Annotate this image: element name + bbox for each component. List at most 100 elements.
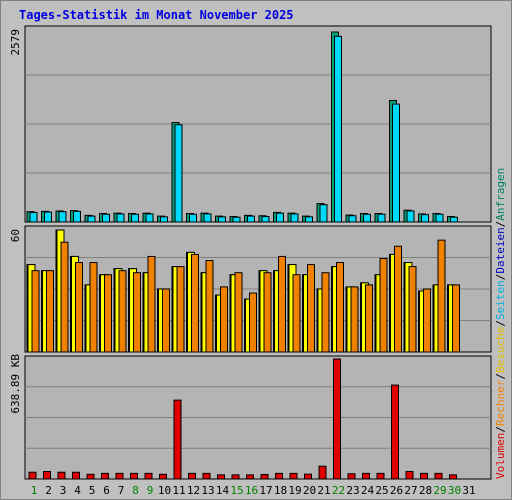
legend-item: Volumen [494, 433, 507, 479]
bar-rechner-12 [191, 253, 199, 353]
bar-rechner-30 [452, 284, 460, 353]
bar-dateien-16 [247, 215, 255, 223]
bar-dateien-3 [58, 211, 67, 223]
bar-rechner-5 [89, 262, 98, 353]
day-label-6: 6 [103, 484, 110, 497]
bar-volumen-4 [72, 471, 80, 480]
bar-rechner-13 [205, 260, 214, 353]
bar-volumen-26 [391, 384, 399, 480]
bar-volumen-9 [144, 472, 153, 480]
day-label-2: 2 [45, 484, 52, 497]
bar-dateien-28 [421, 214, 429, 223]
bar-volumen-12 [188, 472, 196, 480]
chart-title: Tages-Statistik im Monat November 2025 [19, 8, 294, 22]
bar-volumen-20 [304, 473, 312, 480]
bar-dateien-22 [334, 35, 342, 223]
bar-rechner-1 [31, 270, 40, 353]
bar-rechner-25 [379, 257, 388, 353]
day-label-30: 30 [448, 484, 461, 497]
bar-rechner-19 [292, 274, 301, 353]
day-label-11: 11 [172, 484, 185, 497]
bar-rechner-22 [336, 262, 344, 353]
bar-volumen-29 [434, 472, 443, 480]
day-label-4: 4 [74, 484, 81, 497]
bar-dateien-30 [450, 216, 458, 223]
bar-volumen-24 [362, 472, 370, 480]
bar-volumen-10 [159, 473, 167, 480]
bar-rechner-17 [263, 272, 272, 353]
day-label-16: 16 [245, 484, 258, 497]
day-label-22: 22 [332, 484, 345, 497]
bar-volumen-3 [57, 471, 66, 480]
legend-item: Anfragen [494, 168, 507, 221]
bar-volumen-25 [376, 472, 385, 480]
bar-rechner-10 [162, 288, 170, 353]
day-label-24: 24 [361, 484, 375, 497]
bar-volumen-13 [202, 472, 211, 480]
bar-rechner-2 [46, 270, 54, 353]
bar-rechner-15 [234, 272, 243, 353]
day-label-26: 26 [390, 484, 403, 497]
day-label-10: 10 [158, 484, 171, 497]
day-label-28: 28 [419, 484, 432, 497]
bar-dateien-25 [377, 213, 386, 223]
day-label-21: 21 [317, 484, 330, 497]
bar-volumen-17 [260, 473, 269, 480]
bar-rechner-26 [394, 245, 402, 353]
bar-volumen-27 [405, 470, 414, 480]
day-label-5: 5 [89, 484, 96, 497]
bar-dateien-12 [189, 213, 197, 223]
day-label-8: 8 [132, 484, 139, 497]
bar-volumen-7 [115, 472, 124, 480]
bar-volumen-14 [217, 474, 225, 480]
day-label-9: 9 [147, 484, 154, 497]
bar-dateien-14 [218, 216, 226, 223]
legend-item: / [494, 320, 507, 327]
bar-volumen-22 [333, 358, 341, 480]
day-label-17: 17 [259, 484, 272, 497]
bar-volumen-2 [43, 470, 51, 480]
bar-volumen-18 [275, 472, 283, 480]
day-label-18: 18 [274, 484, 287, 497]
bar-rechner-28 [423, 288, 431, 353]
bar-rechner-3 [60, 241, 69, 353]
day-label-29: 29 [433, 484, 446, 497]
bar-dateien-19 [290, 213, 299, 223]
bar-rechner-20 [307, 264, 315, 353]
day-label-14: 14 [216, 484, 230, 497]
bar-rechner-8 [133, 272, 141, 353]
legend-item: Besuche [494, 327, 507, 373]
day-label-12: 12 [187, 484, 200, 497]
bar-volumen-8 [130, 472, 138, 480]
bar-volumen-28 [420, 472, 428, 480]
bar-dateien-26 [392, 103, 400, 223]
bar-dateien-29 [435, 213, 444, 223]
bar-rechner-29 [437, 239, 446, 353]
day-label-19: 19 [288, 484, 301, 497]
bar-dateien-10 [160, 216, 168, 223]
y-max-label-2: 60 [9, 229, 22, 242]
y-max-label-1: 2579 [9, 29, 22, 56]
bar-dateien-23 [348, 215, 357, 223]
bar-volumen-19 [289, 472, 298, 480]
bar-rechner-21 [321, 272, 330, 353]
bar-volumen-5 [86, 473, 95, 480]
bar-volumen-30 [449, 474, 457, 480]
bar-rechner-9 [147, 255, 156, 353]
bar-dateien-27 [406, 210, 415, 223]
bar-dateien-8 [131, 213, 139, 223]
bar-volumen-16 [246, 474, 254, 480]
bar-dateien-11 [174, 124, 183, 223]
day-label-20: 20 [303, 484, 316, 497]
bar-rechner-4 [75, 262, 83, 353]
bar-volumen-21 [318, 465, 327, 480]
legend-item: / [494, 426, 507, 433]
bar-dateien-24 [363, 213, 371, 223]
day-label-31: 31 [462, 484, 475, 497]
bar-dateien-21 [319, 204, 328, 223]
chart-legend: Volumen/Rechner/Besuche/Seiten/Dateien/A… [494, 168, 507, 479]
bar-dateien-5 [87, 215, 96, 223]
legend-item: / [494, 274, 507, 281]
